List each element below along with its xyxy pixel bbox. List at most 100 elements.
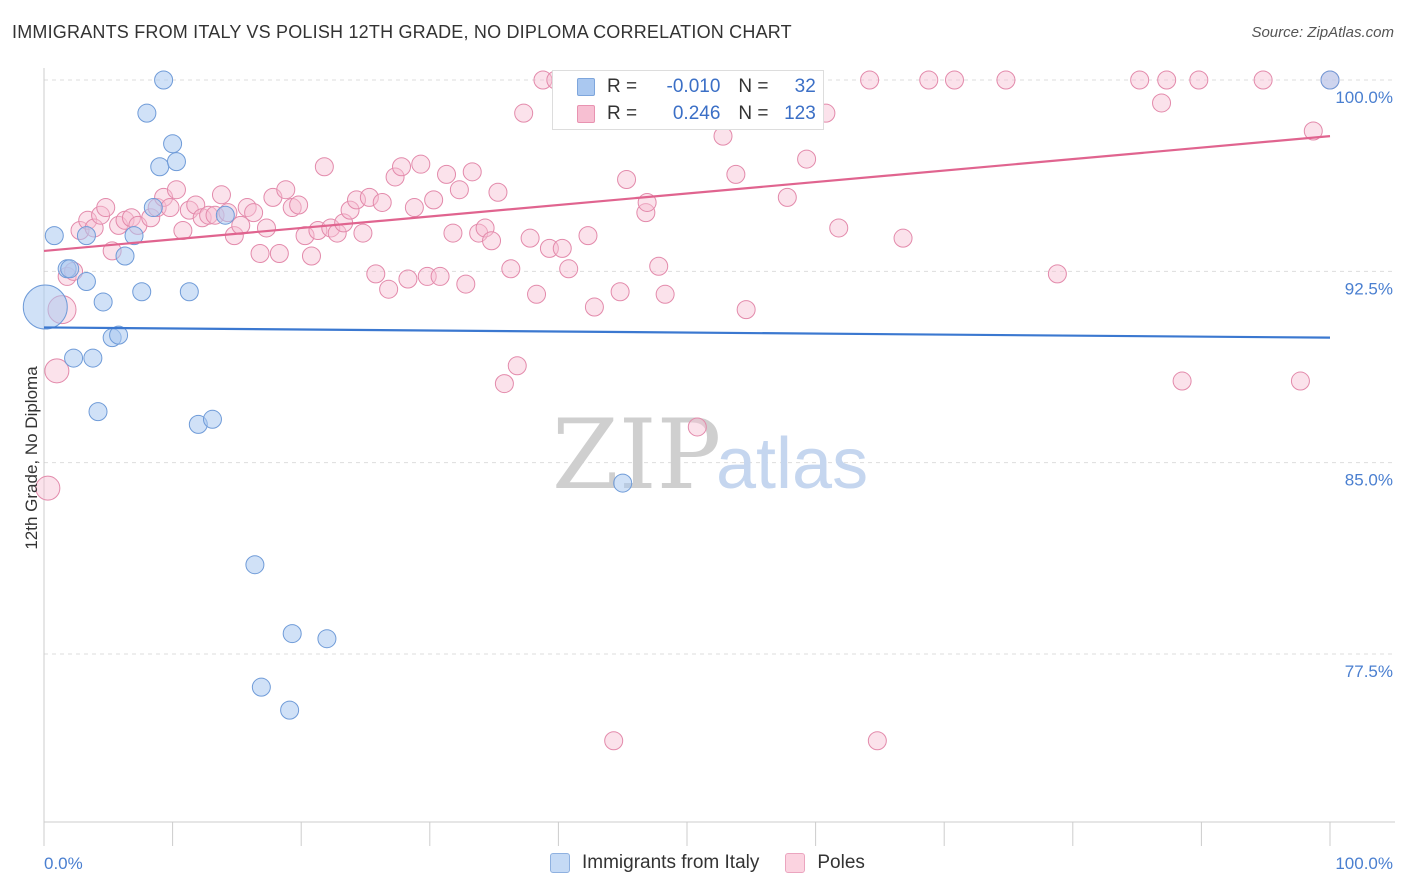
poles-point	[449, 180, 469, 200]
poles-point	[244, 203, 264, 223]
poles-point	[617, 169, 637, 189]
legend-swatch-poles	[577, 105, 595, 123]
poles-point	[256, 218, 276, 238]
trend-lines	[43, 135, 1331, 339]
italy-point	[115, 246, 135, 266]
watermark: ZIP atlas	[552, 399, 868, 511]
italy-trend-line	[43, 326, 1331, 339]
x-tick-label: 100.0%	[1335, 854, 1393, 873]
italy-point	[76, 272, 96, 292]
poles-point	[507, 356, 527, 376]
poles-point	[321, 218, 341, 238]
watermark-zip: ZIP	[552, 399, 721, 511]
poles-point	[1189, 70, 1209, 90]
y-tick-label: 92.5%	[1345, 279, 1393, 298]
poles-point	[211, 185, 231, 205]
poles-point	[186, 195, 206, 215]
poles-point	[340, 200, 360, 220]
poles-point	[636, 203, 656, 223]
poles-point	[488, 182, 508, 202]
italy-point	[280, 700, 300, 720]
poles-point	[301, 246, 321, 266]
series-legend-poles: Poles	[785, 852, 865, 874]
italy-point	[282, 624, 302, 644]
y-tick-labels: 77.5% 85.0% 92.5% 100.0%	[1335, 88, 1393, 681]
italy-point	[60, 259, 80, 279]
watermark-atlas: atlas	[716, 424, 868, 504]
poles-point	[726, 164, 746, 184]
poles-point	[797, 149, 817, 169]
poles-point	[944, 70, 964, 90]
poles-point	[1130, 70, 1150, 90]
legend-swatch-italy	[577, 78, 595, 96]
legend-row-italy: R = -0.010 N = 32	[577, 75, 816, 99]
poles-point	[736, 300, 756, 320]
series-swatch-poles	[785, 853, 806, 873]
poles-point	[1157, 70, 1177, 90]
y-tick-label: 100.0%	[1335, 88, 1393, 107]
poles-point	[44, 358, 70, 384]
italy-point	[202, 409, 222, 429]
italy-point	[613, 473, 633, 493]
poles-point	[372, 192, 392, 212]
poles-point	[456, 274, 476, 294]
legend-row-poles: R = 0.246 N = 123	[577, 102, 816, 126]
poles-point	[919, 70, 939, 90]
italy-point	[154, 70, 174, 90]
poles-point	[1172, 371, 1192, 391]
italy-point	[245, 555, 265, 575]
italy-point	[215, 205, 235, 225]
series-label-italy: Immigrants from Italy	[582, 852, 760, 873]
poles-point	[777, 187, 797, 207]
poles-point	[392, 157, 412, 177]
italy-point	[317, 629, 337, 649]
chart-title: IMMIGRANTS FROM ITALY VS POLISH 12TH GRA…	[12, 22, 792, 42]
poles-point	[584, 297, 604, 317]
italy-point	[44, 226, 64, 246]
poles-point	[1047, 264, 1067, 284]
italy-point	[163, 134, 183, 154]
poles-point	[250, 243, 270, 263]
poles-point	[893, 228, 913, 248]
italy-point	[22, 284, 68, 330]
poles-point	[359, 187, 379, 207]
italy-point	[179, 282, 199, 302]
poles-point	[520, 228, 540, 248]
poles-point	[35, 475, 61, 501]
legend-r-label: R =	[607, 103, 638, 124]
poles-point	[276, 180, 296, 200]
italy-points	[22, 70, 1340, 720]
legend-n-label: N =	[738, 103, 769, 124]
poles-point	[289, 195, 309, 215]
poles-point	[385, 167, 405, 187]
italy-point	[150, 157, 170, 177]
poles-point	[829, 218, 849, 238]
legend-n-value: 32	[794, 76, 816, 97]
poles-point	[1253, 70, 1273, 90]
poles-trend-line	[43, 135, 1331, 253]
poles-point	[269, 243, 289, 263]
italy-point	[109, 325, 129, 345]
poles-point	[687, 417, 707, 437]
poles-point	[404, 198, 424, 218]
italy-point	[64, 348, 84, 368]
poles-point	[166, 180, 186, 200]
series-legend-italy: Immigrants from Italy	[550, 852, 759, 874]
italy-point	[143, 198, 163, 218]
poles-point	[237, 198, 257, 218]
italy-point	[251, 677, 271, 697]
poles-point	[173, 221, 193, 241]
poles-point	[996, 70, 1016, 90]
italy-point	[88, 402, 108, 422]
poles-point	[527, 284, 547, 304]
y-axis-label: 12th Grade, No Diploma	[22, 366, 41, 550]
poles-point	[424, 190, 444, 210]
legend-r-label: R =	[607, 76, 638, 97]
poles-point	[655, 284, 675, 304]
poles-point	[475, 218, 495, 238]
poles-point	[1290, 371, 1310, 391]
poles-point	[437, 164, 457, 184]
poles-point	[552, 238, 572, 258]
legend-r-value: -0.010	[666, 76, 721, 97]
italy-point	[1320, 70, 1340, 90]
